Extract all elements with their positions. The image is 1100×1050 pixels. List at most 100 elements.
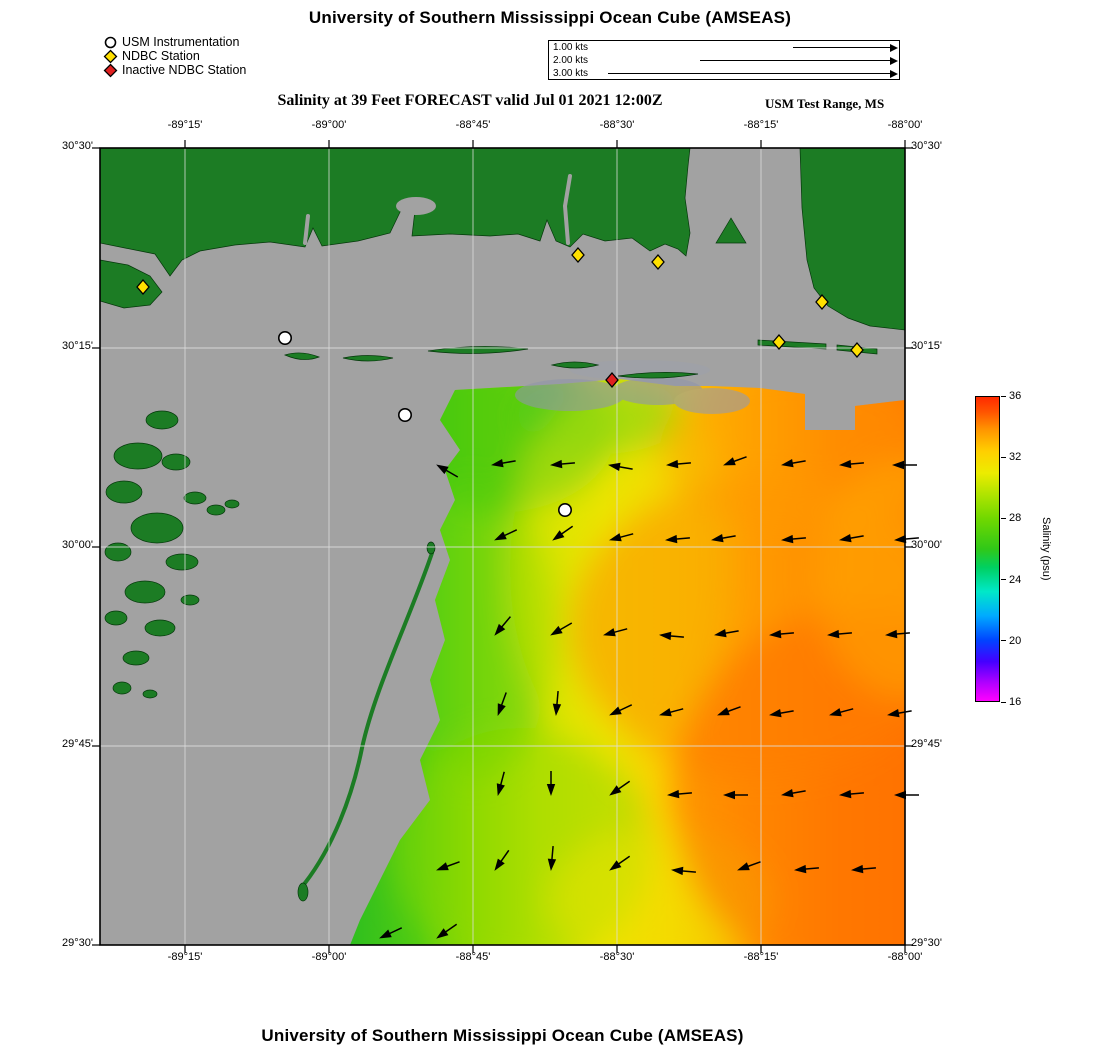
legend-row-inactive-ndbc: Inactive NDBC Station — [103, 63, 246, 77]
current-vector-arrow — [851, 864, 876, 874]
colorbar-axis-label: Salinity (psu) — [1040, 517, 1052, 581]
current-vector-arrow — [496, 771, 505, 796]
barrier-island — [617, 372, 699, 379]
ndbc-station-marker — [136, 279, 150, 295]
colorbar-tick: 20 — [1001, 635, 1021, 647]
stations-layer — [136, 247, 864, 517]
arrowhead-icon — [890, 43, 898, 52]
y-axis-tick-label-right: 29°45' — [911, 738, 942, 750]
inactive-ndbc-marker-icon — [103, 63, 118, 77]
current-vector-arrow — [552, 525, 574, 541]
current-vector-arrow — [609, 855, 631, 871]
current-vector-arrow — [671, 866, 696, 876]
current-vector-arrow — [839, 789, 864, 799]
small-island — [297, 882, 309, 902]
current-vector-arrow — [839, 533, 864, 543]
arrowhead-icon — [890, 69, 898, 78]
colorbar-tick: 36 — [1001, 390, 1021, 402]
vector-scale-row-2: 2.00 kts — [549, 54, 899, 67]
current-vector-arrow — [781, 458, 806, 468]
left-edge-peninsula — [99, 259, 163, 309]
y-axis-tick-label-left: 30°00' — [62, 539, 93, 551]
graticule-lines — [100, 148, 905, 945]
vector-scale-label-2kt: 2.00 kts — [553, 55, 589, 66]
colorbar-tick: 16 — [1001, 696, 1021, 708]
current-vector-arrow — [550, 459, 575, 469]
current-vector-arrow — [723, 790, 748, 800]
current-vector-arrow — [723, 456, 747, 466]
current-vector-arrow — [491, 458, 516, 468]
vector-scale-arrow-2kt — [700, 56, 898, 65]
y-axis-tick-label-left: 29°30' — [62, 937, 93, 949]
legend-label-inactive-ndbc: Inactive NDBC Station — [122, 63, 247, 77]
river-channel — [303, 214, 310, 245]
current-vector-arrow — [887, 708, 912, 718]
x-axis-tick-label-top: -88°15' — [743, 119, 779, 131]
y-axis-tick-label-right: 30°00' — [911, 539, 942, 551]
small-island — [426, 541, 436, 555]
ndbc-station-marker — [651, 254, 665, 270]
current-vector-arrow — [497, 692, 507, 716]
figure-title-bottom: University of Southern Mississippi Ocean… — [261, 1026, 744, 1045]
current-vector-arrow — [603, 628, 628, 637]
mainland-north-coast — [99, 147, 691, 277]
arrowhead-icon — [890, 56, 898, 65]
legend-label-usm: USM Instrumentation — [122, 35, 240, 49]
usm-station-marker — [557, 502, 572, 517]
x-axis-tick-label-top: -89°00' — [311, 119, 347, 131]
map-plot — [92, 140, 919, 953]
colorbar-tick: 24 — [1001, 574, 1021, 586]
current-vector-arrow — [892, 460, 917, 470]
back-bay — [396, 197, 436, 215]
colorbar-gradient — [975, 396, 1000, 702]
current-vector-arrow — [494, 849, 510, 871]
current-vector-arrow — [827, 629, 852, 639]
current-vector-arrow — [494, 616, 512, 636]
legend-row-usm: USM Instrumentation — [103, 35, 246, 49]
current-vector-arrow — [667, 789, 692, 799]
y-axis-tick-label-right: 29°30' — [911, 937, 942, 949]
usm-station-marker — [397, 407, 412, 422]
salinity-field — [350, 379, 905, 945]
region-label: USM Test Range, MS — [765, 96, 885, 111]
current-vector-arrow — [717, 706, 741, 716]
current-vector-arrow — [608, 462, 633, 472]
current-vector-arrow — [609, 780, 631, 796]
vector-scale-label-1kt: 1.00 kts — [553, 42, 589, 53]
current-vector-arrow — [711, 533, 736, 543]
y-axis-tick-label-left: 30°15' — [62, 340, 93, 352]
x-axis-tick-label-top: -88°45' — [455, 119, 491, 131]
usm-station-marker — [278, 331, 293, 346]
x-axis-tick-label-top: -89°15' — [167, 119, 203, 131]
vector-scale-row-3: 3.00 kts — [549, 67, 899, 80]
current-vector-arrow — [714, 628, 739, 638]
ndbc-station-marker — [815, 294, 829, 310]
ndbc-station-marker — [772, 334, 786, 350]
y-axis-tick-label-left: 29°45' — [62, 738, 93, 750]
colorbar-tick: 32 — [1001, 451, 1021, 463]
y-axis-tick-label-right: 30°30' — [911, 140, 942, 152]
mobile-bay-island — [715, 217, 747, 244]
x-axis-tick-label-bottom: -89°15' — [167, 951, 203, 963]
current-vector-scale-box: 1.00 kts 2.00 kts 3.00 kts — [548, 40, 900, 80]
current-vector-arrow — [546, 771, 556, 796]
current-vector-arrow — [839, 459, 864, 469]
current-vector-arrow — [436, 464, 459, 478]
masked-data-patches — [515, 360, 750, 414]
colorbar-tick: 28 — [1001, 512, 1021, 524]
current-vector-arrow — [550, 622, 573, 636]
x-axis-tick-label-top: -88°00' — [887, 119, 923, 131]
marsh-islands — [104, 410, 240, 699]
y-axis-tick-label-left: 30°30' — [62, 140, 93, 152]
x-axis-tick-label-bottom: -88°30' — [599, 951, 635, 963]
inactive-ndbc-station-marker — [605, 372, 619, 388]
x-axis-tick-label-bottom: -89°00' — [311, 951, 347, 963]
current-vector-arrow — [781, 534, 806, 544]
axis-ticks-layer — [92, 140, 913, 953]
vector-scale-label-3kt: 3.00 kts — [553, 68, 589, 79]
x-axis-tick-label-top: -88°30' — [599, 119, 635, 131]
current-vector-arrow — [379, 927, 403, 939]
current-vector-arrow — [769, 708, 794, 718]
y-axis-tick-label-right: 30°15' — [911, 340, 942, 352]
